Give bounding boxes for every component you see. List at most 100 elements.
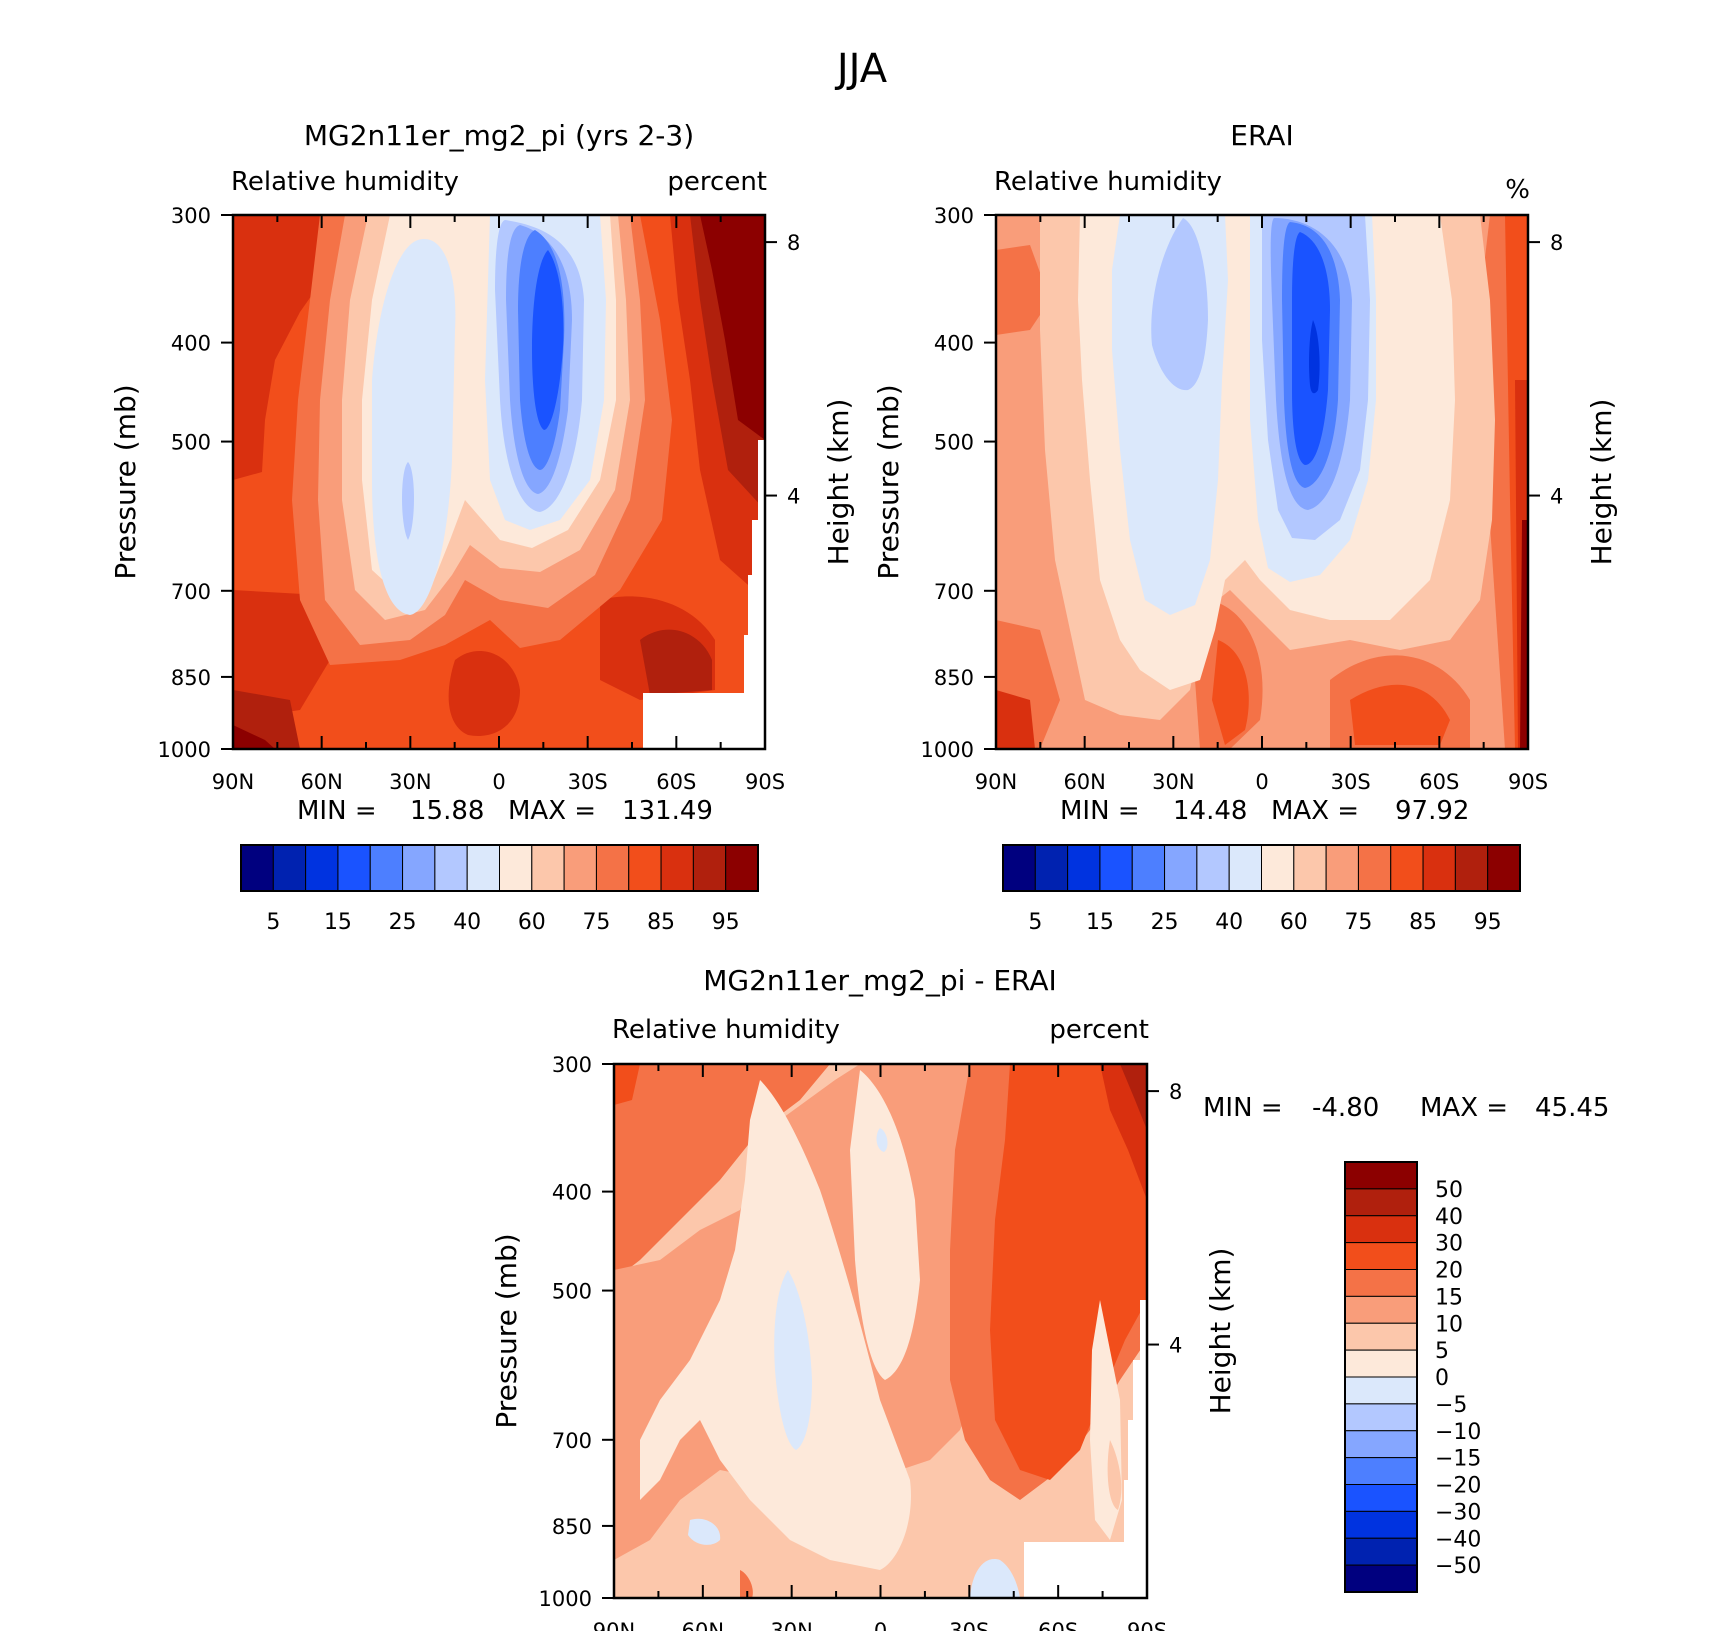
colorbar-swatch <box>1099 844 1133 892</box>
colorbar-label: 85 <box>1409 910 1437 935</box>
panel-diff-x-axis: 90N 60N 30N 0 30S 60S 90S 300 400 500 700 850 1000 8 4… <box>490 1053 1237 1631</box>
colorbar-label: 25 <box>1151 910 1179 935</box>
y2-tick-label: 8 <box>1550 231 1563 255</box>
x-tick-label: 60S <box>1419 770 1459 794</box>
x-tick-label: 30S <box>949 1619 989 1631</box>
colorbar-swatch <box>595 844 630 892</box>
x-tick-label: 90N <box>975 770 1017 794</box>
colorbar-swatch <box>1454 844 1489 892</box>
colorbar-swatch <box>240 844 274 892</box>
x-tick-label: 60N <box>682 1619 724 1631</box>
y-tick-label: 500 <box>171 431 211 455</box>
colorbar-swatch <box>402 844 436 892</box>
panel-diff-minmax: MIN = -4.80 MAX = 45.45 <box>1203 1093 1609 1123</box>
colorbar-swatch <box>434 844 468 892</box>
colorbar-frame <box>240 844 759 892</box>
x-tick-label: 90S <box>1127 1619 1167 1631</box>
colorbar-label: 15 <box>1435 1285 1463 1310</box>
colorbar-label: 40 <box>453 910 481 935</box>
colorbar-label: 10 <box>1435 1312 1463 1337</box>
colorbar-label: 75 <box>582 910 610 935</box>
contour-fill <box>640 629 712 695</box>
min-value: 14.48 <box>1173 796 1247 826</box>
contour-fill <box>688 1518 721 1545</box>
panel-obs-variable-label: Relative humidity <box>994 167 1222 197</box>
colorbar-swatch <box>305 844 339 892</box>
missing-data <box>1024 1542 1147 1598</box>
contour-fill <box>970 1559 1020 1598</box>
y-tick-label: 300 <box>552 1053 592 1077</box>
contour-fill <box>1212 640 1249 745</box>
panel-model-unit-label: percent <box>667 167 767 197</box>
contour-fill <box>233 215 360 480</box>
x-tick-label: 30N <box>770 1619 812 1631</box>
panel-obs-minmax: MIN = 14.48 MAX = 97.92 <box>1060 796 1469 826</box>
y-tick-label: 850 <box>171 666 211 690</box>
colorbar-swatch <box>1131 844 1166 892</box>
colorbar-swatch <box>1390 844 1424 892</box>
colorbar-swatch <box>692 844 727 892</box>
contour-fill <box>996 690 1035 749</box>
panel-obs-title: ERAI <box>1230 119 1293 152</box>
x-tick-label: 60S <box>1038 1619 1078 1631</box>
colorbar-swatch <box>1325 844 1359 892</box>
x-tick-label: 0 <box>874 1619 887 1631</box>
colorbar-swatch <box>531 844 565 892</box>
x-tick-label: 30N <box>389 770 431 794</box>
colorbar-swatch <box>1344 1484 1418 1512</box>
panel-diff-title: MG2n11er_mg2_pi - ERAI <box>703 964 1057 997</box>
colorbar-label: 60 <box>518 910 546 935</box>
x-tick-label: 30S <box>568 770 608 794</box>
min-value: 15.88 <box>410 796 484 826</box>
contour-fill <box>1309 320 1320 394</box>
colorbar-label: 5 <box>266 910 280 935</box>
missing-data <box>744 440 765 693</box>
colorbar-label: 60 <box>1280 910 1308 935</box>
colorbar-label: −15 <box>1435 1447 1481 1472</box>
contour-fill <box>233 725 275 749</box>
x-tick-label: 30S <box>1331 770 1371 794</box>
panel-diff: MG2n11er_mg2_pi - ERAI Relative humidity… <box>490 964 1237 1631</box>
colorbar-label: −40 <box>1435 1527 1481 1552</box>
colorbar-label: −5 <box>1435 1393 1467 1418</box>
y-tick-label: 850 <box>552 1515 592 1539</box>
colorbar-label: 85 <box>647 910 675 935</box>
contour-fill <box>1350 684 1450 745</box>
figure-title: JJA <box>834 46 888 92</box>
colorbar-label: −10 <box>1435 1420 1481 1445</box>
colorbar-swatch <box>1344 1215 1418 1244</box>
x-tick-label: 90S <box>1508 770 1548 794</box>
contour-fill <box>1107 1440 1122 1510</box>
colorbar-swatch <box>725 844 759 892</box>
max-value: 131.49 <box>622 796 713 826</box>
colorbar-swatch <box>1344 1322 1418 1351</box>
colorbar-swatch <box>1344 1430 1418 1459</box>
y-tick-label: 1000 <box>539 1587 592 1611</box>
colorbar-label: 25 <box>389 910 417 935</box>
contour-fill <box>740 1570 753 1598</box>
x-tick-label: 60S <box>656 770 696 794</box>
colorbar-swatch <box>272 844 307 892</box>
colorbar-swatch <box>1344 1537 1418 1566</box>
contour-fill <box>372 239 456 615</box>
y-tick-label: 1000 <box>921 738 974 762</box>
colorbar-frame <box>1344 1161 1418 1593</box>
min-value: -4.80 <box>1312 1093 1379 1123</box>
min-label: MIN = <box>1060 796 1140 826</box>
y2-axis-title: Height (km) <box>1585 399 1618 566</box>
contour-fill <box>402 462 414 540</box>
min-label: MIN = <box>1203 1093 1283 1123</box>
contour-fill <box>614 1064 640 1105</box>
colorbar-swatch <box>1002 844 1036 892</box>
colorbar-label: −20 <box>1435 1474 1481 1499</box>
panel-obs: ERAI Relative humidity % <box>872 119 1618 794</box>
colorbar-swatch <box>563 844 597 892</box>
colorbar-swatch <box>660 844 694 892</box>
colorbar-label: 95 <box>1474 910 1502 935</box>
colorbar-label: 5 <box>1028 910 1042 935</box>
colorbar-swatch <box>1261 844 1295 892</box>
colorbar-frame <box>1002 844 1521 892</box>
y-tick-label: 1000 <box>158 738 211 762</box>
colorbar-label: 15 <box>324 910 352 935</box>
